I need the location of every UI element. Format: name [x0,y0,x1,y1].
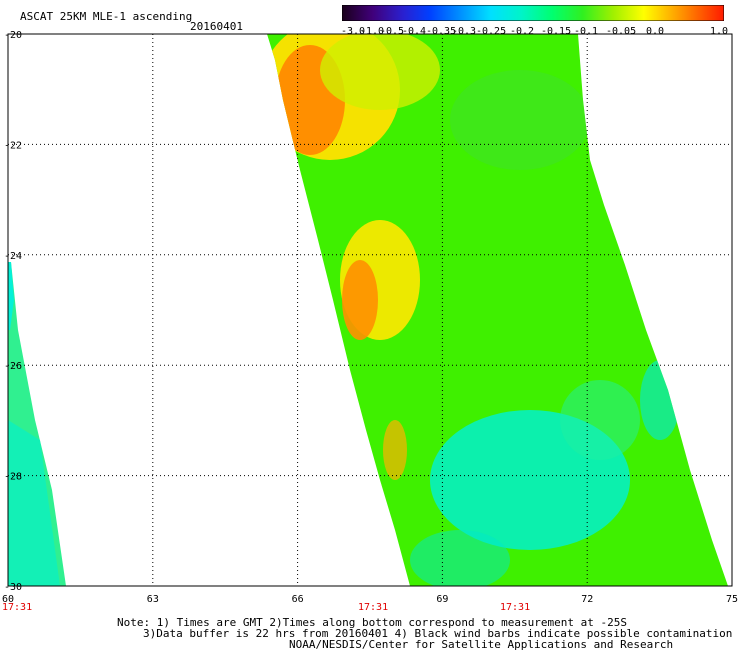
colorbar-tick-label: -0.1 [574,26,599,37]
lat-label: -20 [4,30,22,41]
colorbar-tick-label: -3.0 [341,26,366,37]
footer-credit: NOAA/NESDIS/Center for Satellite Applica… [289,638,674,651]
colorbar-tick-label: -0.15 [541,26,572,37]
page-title: ASCAT 25KM MLE-1 ascending [20,10,193,23]
lat-label: -28 [4,472,22,483]
footer-note-line1: Note: 1) Times are GMT 2)Times along bot… [117,616,627,629]
time-label: 17:31 [358,602,388,613]
time-label: 17:31 [500,602,530,613]
green-region [450,70,590,170]
cyan-edge [640,360,680,440]
date-label: 20160401 [190,20,243,33]
lon-label: 66 [292,594,304,605]
colorbar-tick-label: -0.4 [402,26,427,37]
yellow-green-region [320,34,440,110]
lat-label: -30 [4,582,22,593]
swath-left-edge [8,262,14,330]
colorbar-tick-label: -1.0 [360,26,385,37]
lat-label: -26 [4,361,22,372]
colorbar-tick-label: 1.0 [710,26,729,37]
time-label: 17:31 [2,602,32,613]
lon-label: 69 [436,594,448,605]
cyan-green-region [560,380,640,460]
map-frame [7,33,733,587]
colorbar [342,5,724,21]
orange-spot-low [383,420,407,480]
lon-label: 63 [147,594,159,605]
colorbar-tick-label: -0.25 [476,26,507,37]
lon-label: 72 [581,594,593,605]
colorbar-tick-label: -0.05 [606,26,637,37]
lon-label: 60 [2,594,14,605]
lon-label: 75 [726,594,738,605]
lat-label: -22 [4,140,22,151]
colorbar-tick-label: -0.3 [452,26,477,37]
colorbar-tick-label: 0.0 [646,26,665,37]
footer-note-line2: 3)Data buffer is 22 hrs from 20160401 4)… [143,627,733,640]
swath-left-cyan [8,420,60,586]
colorbar-tick-label: -0.35 [426,26,457,37]
orange-region-mid [342,260,378,340]
colorbar-tick-label: -0.5 [380,26,405,37]
lat-label: -24 [4,251,22,262]
swath-color-field [267,34,680,586]
cyan-region-low [410,530,510,586]
colorbar-tick-label: -0.2 [510,26,535,37]
